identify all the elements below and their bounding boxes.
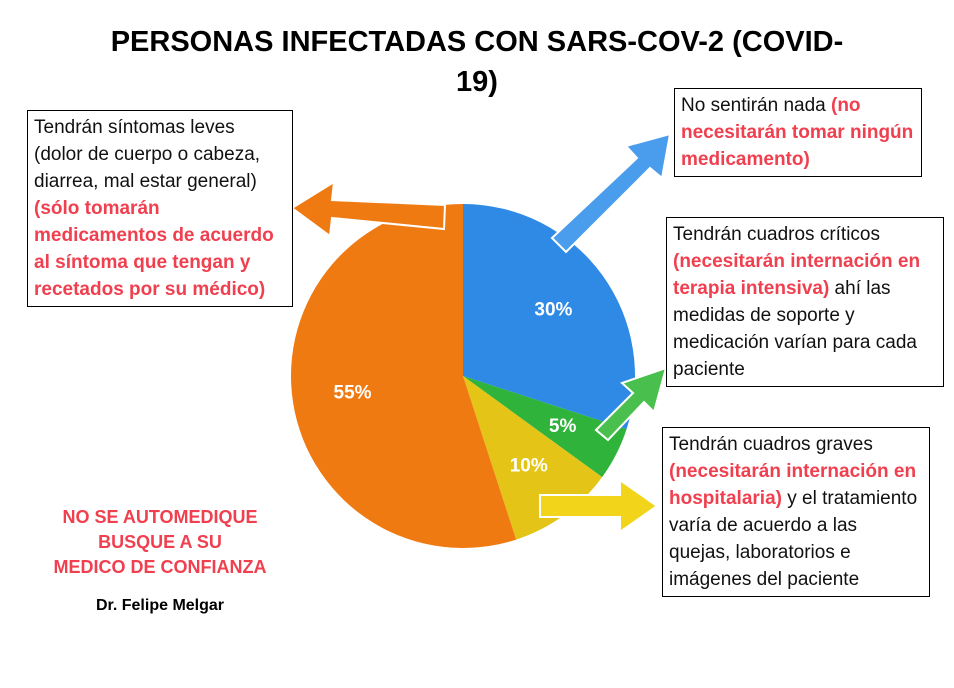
chart-title: PERSONAS INFECTADAS CON SARS-COV-2 (COVI… — [110, 26, 844, 98]
callout: No sentirán nada (no necesitarán tomar n… — [674, 88, 922, 177]
note-line: BUSQUE A SU — [98, 532, 222, 552]
callout-text: Tendrán cuadros críticos — [673, 224, 880, 245]
callout-text: Tendrán síntomas leves (dolor de cuerpo … — [34, 117, 261, 192]
callout: Tendrán síntomas leves (dolor de cuerpo … — [27, 110, 293, 307]
callout-text: (necesitarán internación en hospitalaria… — [669, 461, 917, 509]
pie-slice — [463, 376, 627, 478]
slice-label: 55% — [334, 383, 372, 404]
slice-label: 10% — [510, 455, 548, 476]
arrow-orange — [290, 180, 447, 238]
arrow-blue — [550, 132, 672, 254]
callout-text: y el tratamiento varía de acuerdo a las … — [669, 488, 918, 590]
author: Dr. Felipe Melgar — [95, 597, 225, 614]
callout-text: (sólo tomarán medicamentos de acuerdo al… — [34, 198, 274, 300]
arrows — [290, 132, 672, 534]
callout-text: (necesitarán internación en terapia inte… — [673, 251, 921, 299]
callout-text: Tendrán cuadros graves — [669, 434, 873, 455]
pie-slice — [463, 204, 635, 430]
note: NO SE AUTOMEDIQUE BUSQUE A SU MEDICO DE CO… — [10, 505, 310, 580]
callout-text: ahí las medidas de soporte y medicación … — [673, 278, 917, 380]
callout-text: (no necesitarán tomar ningún medicamento… — [681, 95, 914, 170]
pie-slice — [291, 204, 517, 548]
note-line: NO SE AUTOMEDIQUE — [62, 507, 258, 527]
slice-label: 30% — [534, 299, 572, 320]
arrow-yellow — [539, 478, 659, 534]
callout: Tendrán cuadros graves (necesitarán inte… — [662, 427, 930, 597]
arrow-green — [594, 366, 668, 442]
note-line: MEDICO DE CONFIANZA — [53, 557, 267, 577]
slice-labels: 30% 5%10% 55% — [334, 299, 577, 476]
callout-text: No sentirán nada — [681, 95, 831, 116]
slice-label: 5% — [549, 416, 577, 437]
callout: Tendrán cuadros críticos (necesitarán in… — [666, 217, 944, 387]
